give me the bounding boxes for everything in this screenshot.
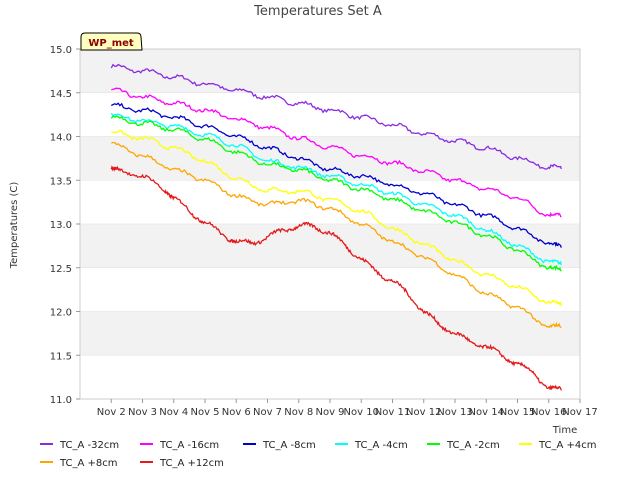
series-line-7 (110, 165, 562, 391)
y-tick-label: 12.0 (50, 308, 72, 319)
grid-band (80, 267, 580, 312)
y-tick-label: 11.0 (50, 395, 72, 406)
badge-shape (80, 32, 143, 51)
x-tick-label: Nov 4 (159, 407, 188, 418)
x-tick-label: Nov 2 (97, 407, 126, 418)
x-tick-label: Nov 11 (375, 407, 410, 418)
x-tick-label: Nov 13 (437, 407, 472, 418)
x-tick-label: Nov 8 (284, 407, 313, 418)
chart-title: Temperatures Set A (253, 4, 382, 19)
x-tick-label: Nov 16 (531, 407, 566, 418)
series-line-0 (110, 63, 562, 170)
legend-label: TC_A -2cm (446, 440, 500, 451)
y-tick-label: 15.0 (50, 45, 72, 56)
series-line-5 (111, 129, 562, 307)
y-tick-label: 12.5 (50, 264, 72, 275)
badge-label: WP_met (88, 38, 134, 49)
series-line-4 (110, 115, 562, 272)
grid-band (80, 311, 580, 356)
legend-label: TC_A +12cm (159, 458, 224, 469)
legend-label: TC_A +4cm (538, 440, 597, 451)
x-tick-label: Nov 7 (253, 407, 282, 418)
site-badge: WP_met (80, 32, 143, 51)
y-axis-label: Temperatures (C) (9, 182, 20, 270)
x-tick-label: Nov 17 (562, 407, 597, 418)
x-tick-label: Nov 6 (222, 407, 251, 418)
y-tick-label: 14.5 (50, 89, 72, 100)
series-line-1 (111, 87, 562, 218)
x-axis: Nov 2 Nov 3 Nov 4 Nov 5 Nov 6 Nov 7 Nov 8 Nov 9… (97, 399, 598, 418)
x-axis-label: Time (552, 425, 577, 436)
y-tick-label: 13.0 (50, 220, 72, 231)
grid-band (80, 92, 580, 137)
legend: TC_A -32cm TC_A -16cm TC_A -8cm TC_A -4cm TC… (40, 440, 597, 469)
x-tick-label: Nov 15 (500, 407, 535, 418)
grid-band (80, 355, 580, 399)
series-lines (110, 63, 562, 391)
series-line-2 (110, 102, 562, 248)
grid-band (80, 180, 580, 224)
grid-band (80, 224, 580, 268)
legend-label: TC_A -16cm (159, 440, 219, 451)
grid-band (80, 136, 580, 181)
plot-background-bands (80, 48, 580, 400)
series-line-6 (111, 141, 562, 329)
x-tick-label: Nov 12 (406, 407, 441, 418)
y-tick-label: 13.5 (50, 176, 72, 187)
legend-label: TC_A +8cm (59, 458, 118, 469)
y-tick-label: 14.0 (50, 133, 72, 144)
x-tick-label: Nov 14 (469, 407, 504, 418)
x-tick-label: Nov 9 (315, 407, 344, 418)
x-tick-label: Nov 10 (344, 407, 379, 418)
series-line-3 (110, 112, 562, 266)
legend-label: TC_A -4cm (354, 440, 408, 451)
x-tick-label: Nov 5 (190, 407, 219, 418)
y-tick-label: 11.5 (50, 351, 72, 362)
grid-band (80, 49, 580, 93)
legend-label: TC_A -8cm (262, 440, 316, 451)
legend-label: TC_A -32cm (59, 440, 119, 451)
x-tick-label: Nov 3 (128, 407, 157, 418)
y-axis: 11.0 11.5 12.0 12.5 13.0 13.5 14.0 14.5 15.0 (50, 45, 80, 406)
